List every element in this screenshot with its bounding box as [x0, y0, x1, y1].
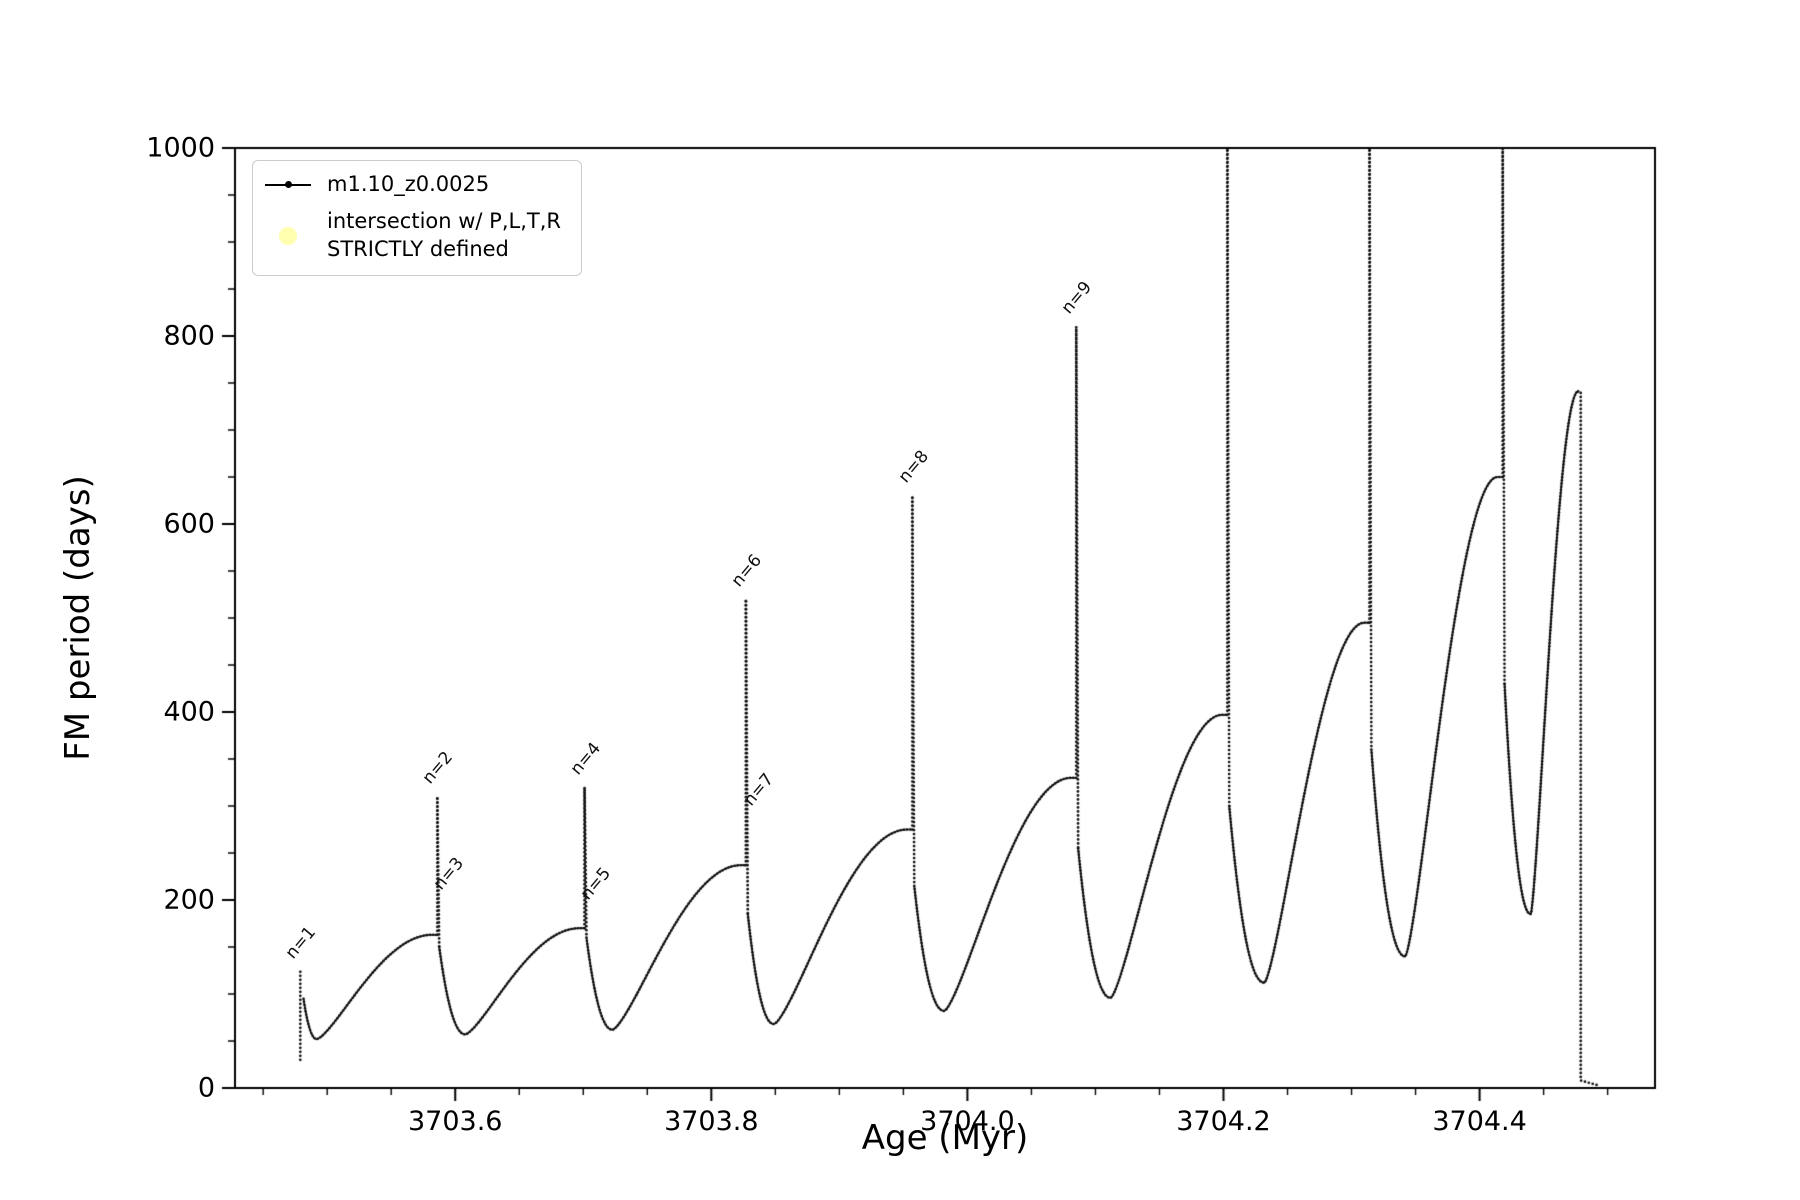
figure: Age (Myr) FM period (days) m1.10_z0.0025…: [0, 0, 1800, 1200]
chart-canvas: [0, 0, 1800, 1200]
